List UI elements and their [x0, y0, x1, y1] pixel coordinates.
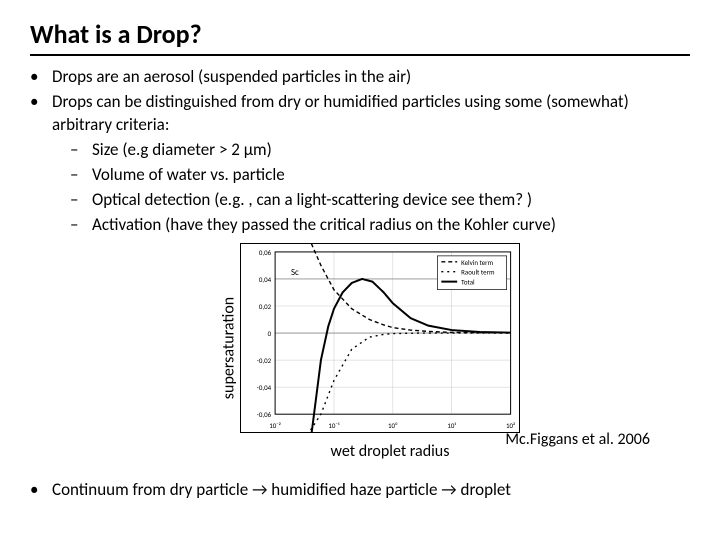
svg-text:0,06: 0,06: [259, 247, 272, 256]
page-title: What is a Drop?: [30, 18, 690, 50]
list-item: • Continuum from dry particle → humidifi…: [30, 479, 690, 502]
bullet-text: Activation (have they passed the critica…: [92, 214, 690, 237]
list-item: • Drops can be distinguished from dry or…: [30, 91, 690, 137]
svg-text:0,02: 0,02: [259, 302, 272, 311]
svg-text:-0,02: -0,02: [257, 356, 272, 365]
bullet-text: Size (e.g diameter > 2 μm): [92, 139, 690, 162]
citation-text: Mc.Figgans et al. 2006: [505, 430, 650, 449]
svg-text:Raoult term: Raoult term: [461, 267, 495, 276]
bullet-text: Continuum from dry particle → humidified…: [52, 479, 690, 502]
list-item: – Size (e.g diameter > 2 μm): [70, 139, 690, 162]
svg-text:10²: 10²: [506, 421, 515, 430]
bullet-list: • Drops are an aerosol (suspended partic…: [30, 66, 690, 237]
title-underline: What is a Drop?: [30, 18, 690, 56]
bullet-dash: –: [70, 214, 92, 237]
svg-text:Sc: Sc: [291, 268, 299, 278]
bullet-dot: •: [30, 91, 52, 137]
bullet-text: Volume of water vs. particle: [92, 164, 690, 187]
svg-text:10⁰: 10⁰: [388, 421, 398, 430]
x-axis-label: wet droplet radius: [260, 442, 520, 461]
svg-text:-0,06: -0,06: [257, 410, 272, 419]
svg-text:10⁻²: 10⁻²: [269, 421, 281, 430]
bullet-dot: •: [30, 479, 52, 502]
list-item: – Optical detection (e.g. , can a light-…: [70, 189, 690, 212]
chart-svg: 10⁻² 10⁻¹ 10⁰ 10¹ 10² -0,06 -0,04 -0,02 0 0,02 0,0…: [241, 244, 519, 432]
bullet-dash: –: [70, 164, 92, 187]
svg-text:Kelvin term: Kelvin term: [461, 257, 493, 266]
svg-text:10⁻¹: 10⁻¹: [328, 421, 339, 430]
svg-text:-0,04: -0,04: [257, 383, 272, 392]
bullet-dot: •: [30, 66, 52, 89]
svg-text:0,04: 0,04: [259, 274, 272, 283]
bullet-dash: –: [70, 189, 92, 212]
bullet-text: Optical detection (e.g. , can a light-sc…: [92, 189, 690, 212]
svg-text:0: 0: [268, 329, 272, 338]
list-item: – Volume of water vs. particle: [70, 164, 690, 187]
figure-area: supersaturation 10⁻² 10⁻¹ 10⁰ 10¹ 10² -0,06 -0…: [30, 243, 690, 453]
list-item: • Drops are an aerosol (suspended partic…: [30, 66, 690, 89]
bullet-text: Drops can be distinguished from dry or h…: [52, 91, 690, 137]
bullet-dash: –: [70, 139, 92, 162]
list-item: – Activation (have they passed the criti…: [70, 214, 690, 237]
svg-text:10¹: 10¹: [447, 421, 456, 430]
svg-text:Total: Total: [461, 277, 475, 286]
y-axis-label: supersaturation: [220, 296, 239, 398]
bottom-bullet: • Continuum from dry particle → humidifi…: [30, 479, 690, 502]
slide: What is a Drop? • Drops are an aerosol (…: [0, 0, 720, 540]
kohler-chart: 10⁻² 10⁻¹ 10⁰ 10¹ 10² -0,06 -0,04 -0,02 0 0,02 0,0…: [240, 243, 520, 433]
bullet-text: Drops are an aerosol (suspended particle…: [52, 66, 690, 89]
